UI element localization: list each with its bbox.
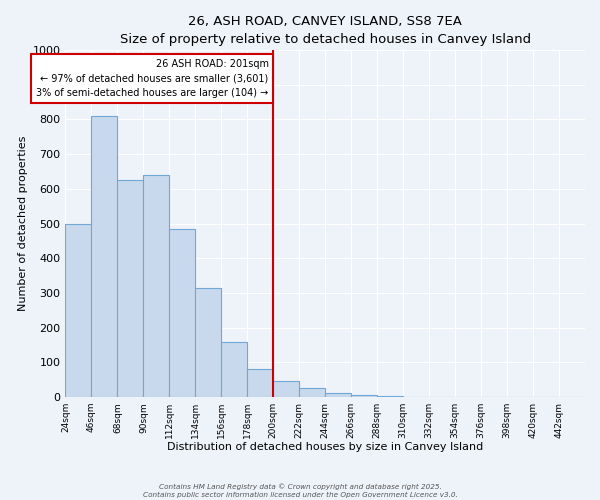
Bar (377, 396, 403, 397)
Bar (247, 370, 273, 397)
Bar (351, 396, 377, 397)
Bar (169, 228, 196, 397)
Bar (91, 116, 118, 397)
Bar (196, 288, 221, 397)
Bar (221, 342, 247, 397)
Text: 26 ASH ROAD: 201sqm
← 97% of detached houses are smaller (3,601)
3% of semi-deta: 26 ASH ROAD: 201sqm ← 97% of detached ho… (37, 58, 269, 98)
Bar (273, 382, 299, 397)
Bar (299, 388, 325, 397)
Text: Contains HM Land Registry data © Crown copyright and database right 2025.
Contai: Contains HM Land Registry data © Crown c… (143, 484, 457, 498)
Title: 26, ASH ROAD, CANVEY ISLAND, SS8 7EA
Size of property relative to detached house: 26, ASH ROAD, CANVEY ISLAND, SS8 7EA Siz… (119, 15, 531, 46)
Bar (65, 224, 91, 397)
Bar (143, 175, 169, 397)
Bar (118, 180, 143, 397)
Bar (325, 393, 351, 397)
Y-axis label: Number of detached properties: Number of detached properties (19, 136, 28, 311)
X-axis label: Distribution of detached houses by size in Canvey Island: Distribution of detached houses by size … (167, 442, 484, 452)
